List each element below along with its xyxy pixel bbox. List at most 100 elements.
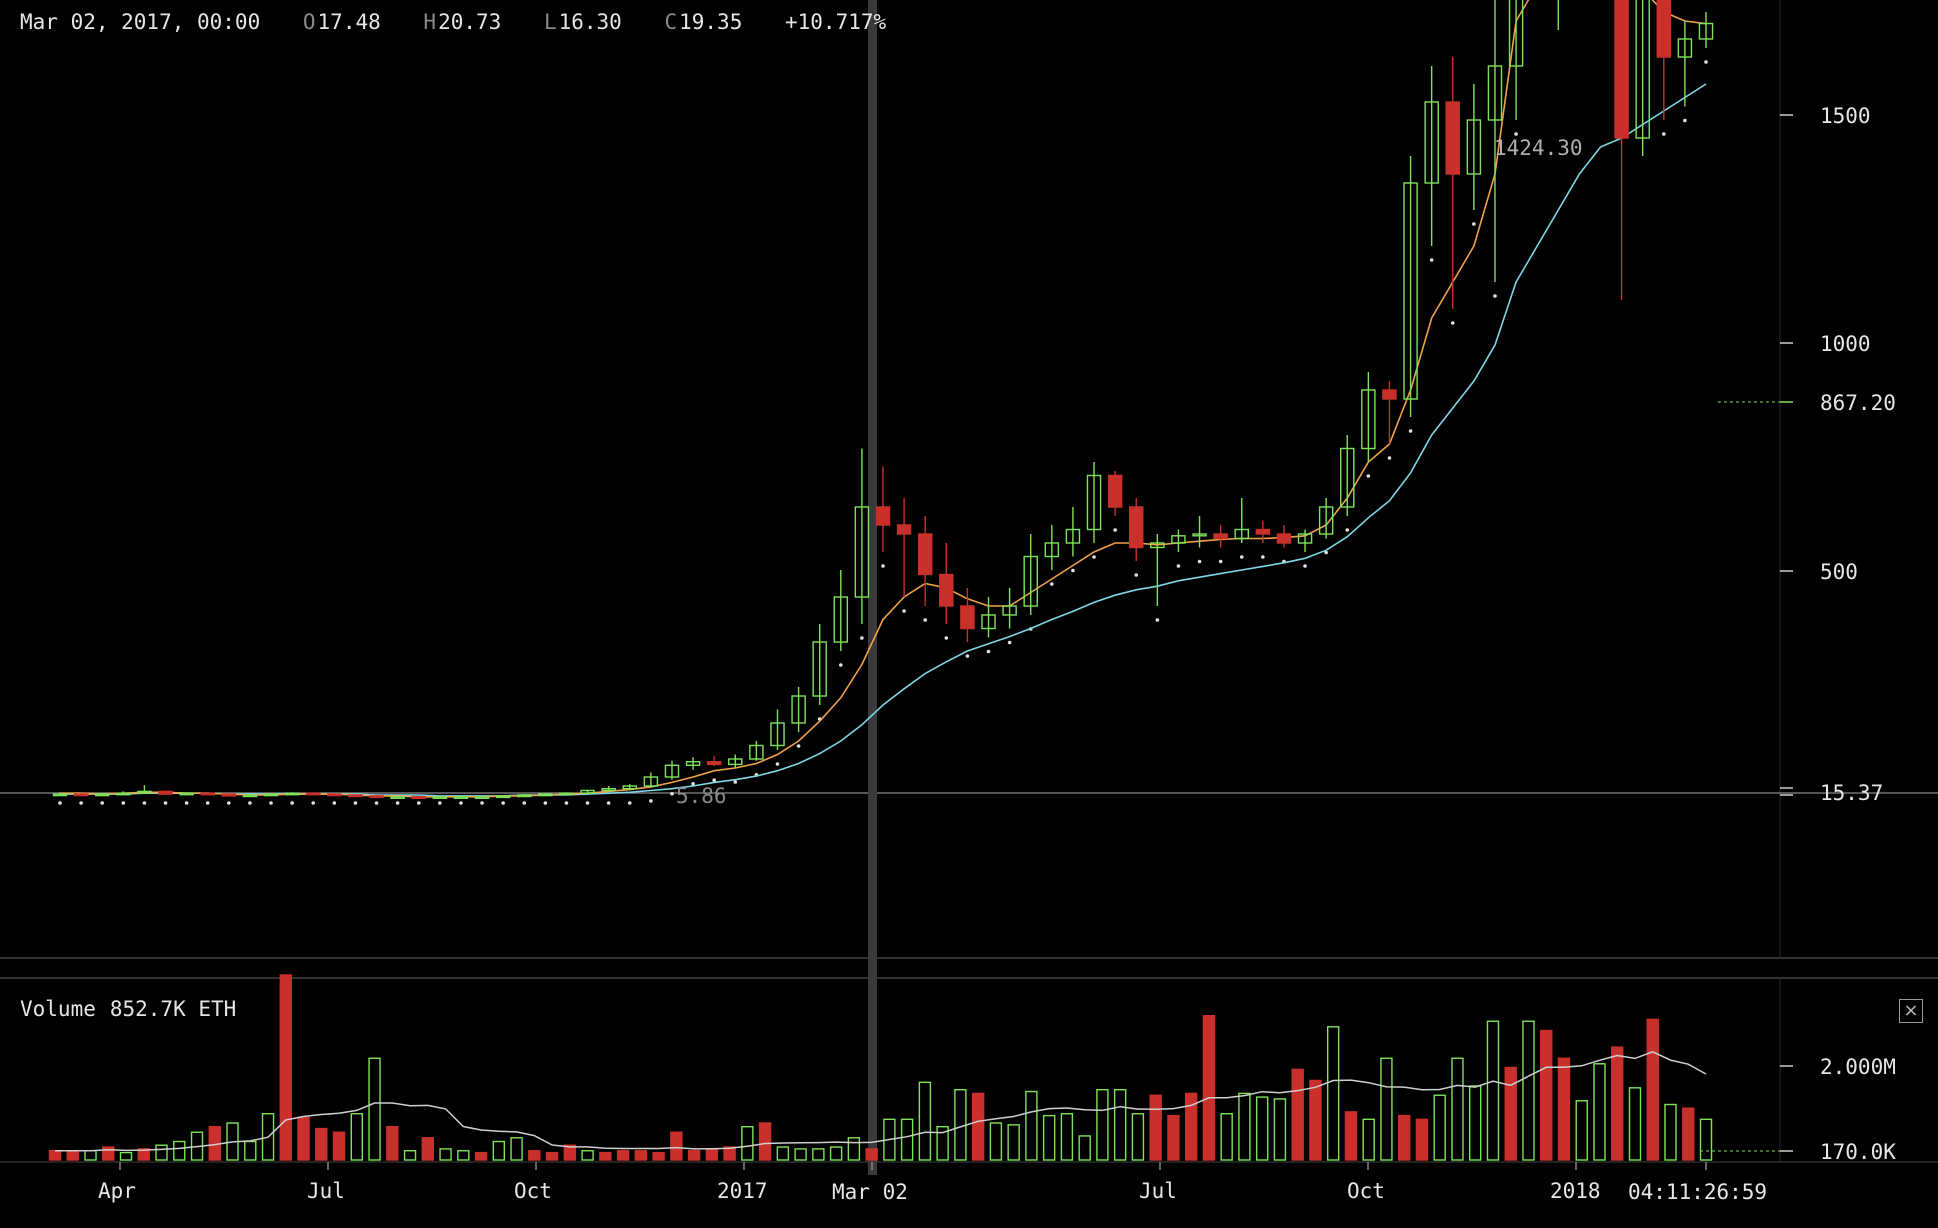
volume-bar-up bbox=[1255, 1096, 1269, 1161]
volume-bar-up bbox=[1575, 1100, 1588, 1161]
candle-up bbox=[495, 795, 511, 799]
volume-bar-up bbox=[900, 1118, 914, 1161]
candle-up bbox=[474, 796, 490, 799]
cursor-date-label: Mar 02 bbox=[832, 1180, 908, 1204]
volume-bar-up bbox=[510, 1137, 523, 1161]
candle-up bbox=[728, 758, 743, 766]
candle-up bbox=[981, 614, 996, 630]
candle-up bbox=[1297, 533, 1313, 544]
trend-dot bbox=[416, 801, 421, 805]
close-value: 19.35 bbox=[679, 10, 743, 34]
low-key: L bbox=[543, 10, 557, 34]
trend-dot bbox=[1218, 559, 1223, 564]
volume-ma-line bbox=[55, 1050, 1707, 1152]
trend-dot bbox=[1134, 573, 1139, 577]
trend-dot bbox=[227, 801, 231, 805]
trend-dot bbox=[1261, 555, 1265, 559]
trend-dot bbox=[1661, 132, 1666, 136]
volume-bar-up bbox=[1273, 1098, 1287, 1161]
candle-up bbox=[284, 792, 300, 796]
candle-up bbox=[1065, 528, 1081, 544]
volume-bar-up bbox=[457, 1150, 470, 1161]
candle-down bbox=[221, 793, 237, 797]
open-value: 17.48 bbox=[317, 10, 381, 34]
candle-down bbox=[1128, 506, 1144, 549]
trend-dot bbox=[1176, 564, 1181, 568]
volume-bar-up bbox=[403, 1150, 417, 1161]
trend-dot bbox=[838, 663, 843, 667]
trend-dot bbox=[1071, 568, 1075, 573]
volume-bar-up bbox=[776, 1146, 790, 1161]
candle-down bbox=[327, 793, 342, 797]
volume-bar-down bbox=[332, 1131, 346, 1161]
volume-bar-down bbox=[1682, 1107, 1695, 1161]
volume-bar-up bbox=[1433, 1094, 1446, 1161]
candle-down bbox=[939, 573, 954, 607]
trend-dot bbox=[290, 801, 294, 805]
candle-down bbox=[411, 796, 426, 799]
volume-bar-up bbox=[741, 1125, 754, 1161]
trend-dot bbox=[395, 801, 400, 805]
axes: 1500 1000 500 15.37 867.20 1424.30 5.86 … bbox=[98, 104, 1896, 1203]
trend-dot bbox=[248, 801, 252, 805]
volume-bar-down bbox=[670, 1131, 683, 1161]
volume-bar-up bbox=[581, 1150, 594, 1161]
volume-value: 852.7K ETH bbox=[109, 997, 237, 1021]
volume-bar-up bbox=[1131, 1113, 1145, 1161]
trend-dot bbox=[205, 801, 210, 805]
close-volume-button[interactable]: × bbox=[1899, 999, 1923, 1023]
volume-tick-label: 2.000M bbox=[1820, 1055, 1896, 1079]
candle-up bbox=[137, 790, 152, 794]
trend-dot bbox=[1387, 456, 1392, 460]
x-tick-label: Jul bbox=[1139, 1179, 1177, 1203]
candle-up bbox=[1403, 182, 1418, 400]
volume-bar-up bbox=[1238, 1092, 1251, 1161]
trend-dot bbox=[142, 801, 147, 805]
trend-dot bbox=[311, 801, 316, 805]
trend-dot bbox=[163, 801, 168, 805]
trend-dot bbox=[1366, 474, 1371, 478]
candle-down bbox=[158, 790, 173, 795]
price-tick-label: 500 bbox=[1820, 560, 1858, 584]
volume-bar-up bbox=[954, 1088, 967, 1161]
volume-bar-up bbox=[1220, 1113, 1233, 1161]
volume-pane bbox=[48, 974, 1713, 1161]
x-tick-label: Oct bbox=[514, 1179, 552, 1203]
candle-up bbox=[1466, 119, 1482, 175]
volume-bar-up bbox=[1380, 1057, 1393, 1161]
candle-up bbox=[854, 506, 870, 598]
trend-dot bbox=[543, 801, 548, 805]
price-pane bbox=[52, 0, 1714, 805]
candle-down bbox=[1445, 101, 1461, 175]
candle-down bbox=[1276, 533, 1292, 544]
trend-dot bbox=[1345, 528, 1350, 532]
trend-dot bbox=[1324, 550, 1328, 555]
candle-down bbox=[706, 761, 722, 766]
volume-bar-up bbox=[1025, 1090, 1038, 1161]
volume-bar-down bbox=[687, 1150, 701, 1161]
candle-up bbox=[812, 641, 827, 697]
volume-bar-up bbox=[1060, 1113, 1074, 1161]
volume-bar-up bbox=[1593, 1063, 1606, 1161]
candle-up bbox=[538, 793, 553, 797]
x-tick-label: 2017 bbox=[717, 1179, 768, 1203]
trend-dot bbox=[332, 801, 337, 805]
countdown-clock: 04:11:26:59 bbox=[1628, 1180, 1768, 1204]
candle-up bbox=[559, 792, 574, 796]
volume-bar-up bbox=[119, 1151, 133, 1161]
x-tick-label: 2018 bbox=[1550, 1179, 1601, 1203]
candle-up bbox=[1424, 101, 1439, 184]
price-tick-label: 1000 bbox=[1820, 332, 1871, 356]
trend-dot bbox=[1303, 564, 1307, 568]
volume-bar-up bbox=[1096, 1088, 1109, 1161]
candle-down bbox=[348, 794, 363, 798]
volume-bar-down bbox=[1184, 1092, 1198, 1161]
candle-up bbox=[52, 793, 68, 797]
candle-up bbox=[622, 785, 638, 790]
trend-dot bbox=[1408, 429, 1413, 433]
volume-bar-down bbox=[1202, 1015, 1216, 1161]
trend-dot bbox=[923, 618, 928, 622]
candle-up bbox=[1171, 535, 1186, 544]
volume-bar-down bbox=[421, 1137, 435, 1161]
